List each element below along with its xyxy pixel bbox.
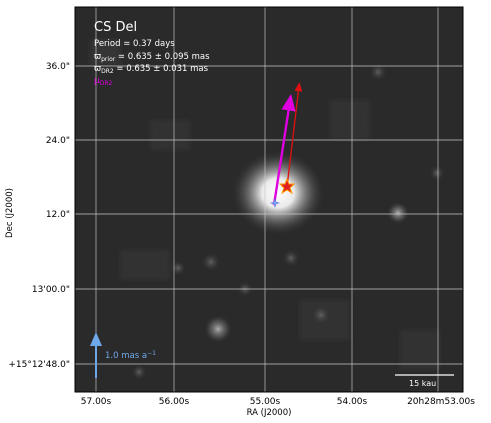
field-star <box>204 315 232 343</box>
pm-alt-arrow <box>286 82 303 188</box>
bright-star <box>232 151 324 235</box>
x-tick-label: 55.00s <box>250 397 281 407</box>
y-axis-title: Dec (J2000) <box>5 188 15 238</box>
field-star <box>201 252 221 272</box>
pm-scale-text: 1.0 mas a <box>105 351 147 361</box>
y-tick-label: 13'00.0" <box>32 285 70 295</box>
x-axis-title: RA (J2000) <box>247 408 292 418</box>
parallax-symbol: ϖ <box>94 64 101 74</box>
pm-dr2-label: μDR2 <box>94 76 113 87</box>
coordinate-grid <box>75 7 463 392</box>
field-star <box>429 165 445 181</box>
field-star <box>131 364 147 380</box>
pm-sub: DR2 <box>100 80 113 87</box>
parallax-value: = 0.635 ± 0.095 mas <box>115 52 210 62</box>
star-position-marker <box>278 177 296 195</box>
parallax-symbol: ϖ <box>94 52 101 62</box>
pm-dr2-arrow <box>272 93 296 206</box>
pm-symbol: μ <box>94 76 100 86</box>
parallax-sub: prior <box>101 56 116 63</box>
x-tick-labels: 57.00s 56.00s 55.00s 54.00s 20h28m53.00s <box>81 397 475 407</box>
x-tick-label: 54.00s <box>337 397 368 407</box>
pm-scale-label: 1.0 mas a−1 <box>105 350 156 361</box>
dr2-position-marker <box>270 198 280 208</box>
parallax-sub: DR2 <box>101 68 114 75</box>
y-tick-labels: 36.0" 24.0" 12.0" 13'00.0" +15°12'48.0" <box>8 62 70 370</box>
sky-image <box>75 7 463 392</box>
y-tick-label: 36.0" <box>46 62 70 72</box>
y-tick-label: +15°12'48.0" <box>8 360 70 370</box>
x-tick-label: 57.00s <box>81 397 112 407</box>
x-tick-label: 56.00s <box>159 397 190 407</box>
image-frame <box>74 6 464 393</box>
field-star <box>369 63 387 81</box>
parallax-dr2-text: ϖDR2 = 0.635 ± 0.031 mas <box>94 64 209 75</box>
period-text: Period = 0.37 days <box>94 39 175 49</box>
field-star <box>282 249 300 267</box>
object-name: CS Del <box>94 20 137 35</box>
scale-bar-label: 15 kau <box>409 379 436 388</box>
y-tick-label: 12.0" <box>46 210 70 220</box>
parallax-prior-text: ϖprior = 0.635 ± 0.095 mas <box>94 52 210 63</box>
x-tick-label: 20h28m53.00s <box>407 397 475 407</box>
pm-scale-exp: −1 <box>147 350 156 357</box>
parallax-value: = 0.635 ± 0.031 mas <box>114 64 209 74</box>
field-star <box>311 305 331 325</box>
field-star <box>387 202 409 224</box>
field-star <box>170 260 186 276</box>
y-tick-label: 24.0" <box>46 136 70 146</box>
